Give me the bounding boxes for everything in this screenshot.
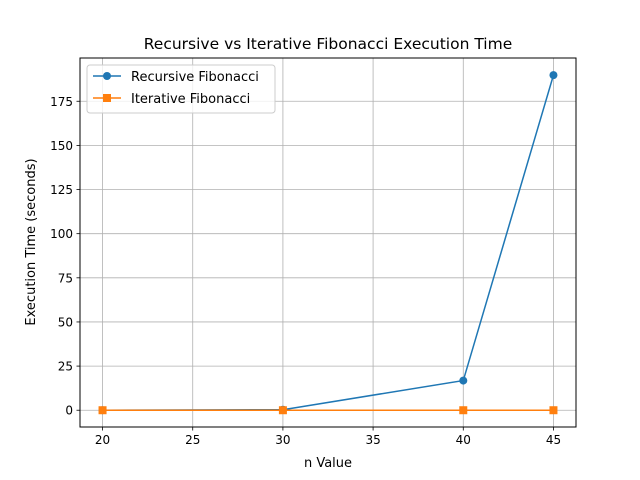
legend-label-recursive: Recursive Fibonacci — [131, 70, 259, 85]
y-tick-label: 50 — [58, 315, 73, 329]
y-axis: 0 25 50 75 100 125 150 175 — [50, 95, 80, 418]
series-layer — [98, 71, 558, 415]
x-tick-label: 35 — [365, 433, 380, 447]
x-tick-label: 25 — [185, 433, 200, 447]
plot-frame — [79, 57, 577, 428]
legend-label-iterative: Iterative Fibonacci — [131, 92, 250, 107]
y-tick-label: 75 — [58, 271, 73, 285]
x-tick-label: 20 — [95, 433, 110, 447]
y-tick-label: 0 — [65, 404, 73, 418]
x-tick-label: 40 — [456, 433, 471, 447]
recursive-fibonacci-point — [549, 71, 558, 80]
legend: Recursive Fibonacci Iterative Fibonacci — [86, 64, 276, 114]
iterative-fibonacci-point — [98, 406, 107, 415]
recursive-fibonacci-point — [459, 376, 468, 385]
x-tick-label: 45 — [546, 433, 561, 447]
y-tick-label: 25 — [58, 360, 73, 374]
iterative-fibonacci-point — [459, 406, 468, 415]
legend-marker-iterative — [103, 94, 111, 102]
x-axis: 20 25 30 35 40 45 — [95, 427, 561, 447]
iterative-fibonacci-point — [549, 406, 558, 415]
chart-title: Recursive vs Iterative Fibonacci Executi… — [144, 35, 513, 53]
legend-marker-recursive — [103, 72, 111, 80]
legend-box — [86, 64, 276, 114]
y-tick-label: 100 — [50, 227, 73, 241]
y-axis-label: Execution Time (seconds) — [24, 158, 39, 325]
y-tick-label: 175 — [50, 95, 73, 109]
y-tick-label: 125 — [50, 183, 73, 197]
x-axis-label: n Value — [304, 456, 352, 471]
iterative-fibonacci-point — [278, 406, 287, 415]
y-tick-label: 150 — [50, 139, 73, 153]
x-tick-label: 30 — [275, 433, 290, 447]
